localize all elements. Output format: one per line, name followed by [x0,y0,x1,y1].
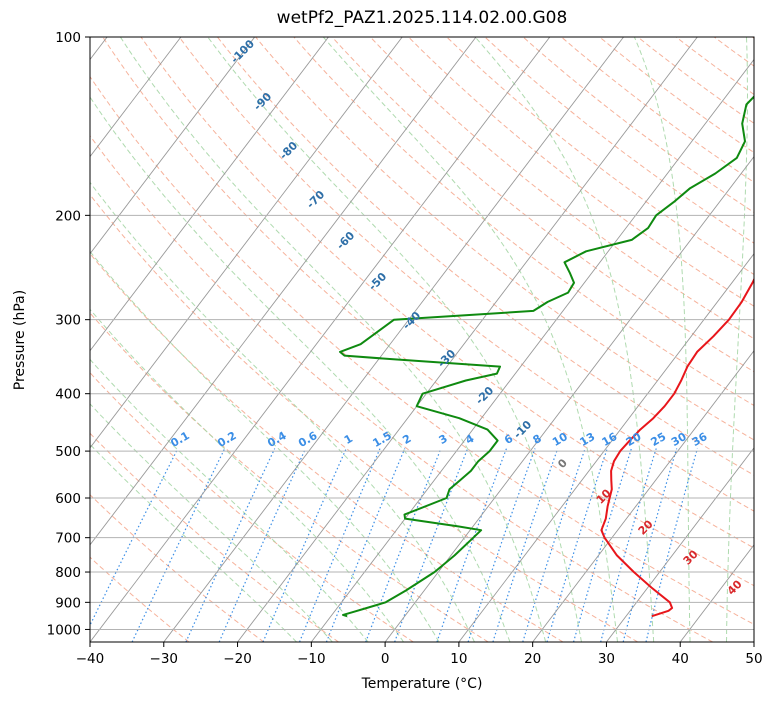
x-tick-label: 40 [672,651,689,667]
isotherm [90,37,477,546]
mixing-ratio-line [365,448,442,642]
isotherm [606,447,754,642]
y-tick-label: 800 [55,565,81,581]
temperature-profile [600,277,754,618]
x-tick-label: −30 [150,651,179,667]
dry-adiabat [293,37,754,407]
isotherm [163,37,624,642]
y-tick-label: 200 [55,208,81,224]
plot-area [90,37,754,642]
mixing-ratio-line [185,448,276,642]
dry-adiabat [102,37,754,587]
moist-adiabat [633,37,691,642]
dry-adiabat [369,37,754,340]
plot-frame [89,36,755,643]
dry-adiabat [752,37,754,39]
dry-adiabat [90,556,190,642]
x-tick-label: 50 [745,651,762,667]
dry-adiabat [90,312,489,642]
isotherm [90,37,403,449]
mixing-ratio-line [600,448,657,642]
y-tick-label: 400 [55,387,81,403]
axes: −40 −30 −20 −10 0 10 20 30 40 50 100 200 300 400 500 60… [47,30,763,667]
y-tick-label: 900 [55,595,81,611]
x-axis-label: Temperature (°C) [361,676,483,692]
moist-adiabat [90,358,369,642]
dry-adiabat [178,37,754,512]
y-tick-label: 300 [55,313,81,329]
mixing-ratio-line [325,448,406,642]
mixing-ratio-line [467,448,536,642]
isotherm [90,37,329,352]
y-tick-label: 100 [55,30,81,46]
isotherm [0,37,33,642]
isotherm [90,37,182,158]
x-tick-label: −20 [223,651,252,667]
dry-adiabat [90,494,265,642]
moist-adiabat [474,37,655,642]
mixing-ratio-line [572,448,632,642]
x-tick-label: −10 [297,651,326,667]
moist-adiabat [90,181,475,642]
dry-adiabat [331,37,754,373]
y-tick-label: 700 [55,531,81,547]
moist-adiabat [322,37,618,642]
moist-adiabat [119,37,547,642]
x-tick-label: 0 [381,651,390,667]
isotherm [237,37,698,642]
chart-title: wetPf2_PAZ1.2025.114.02.00.G08 [276,8,568,28]
moist-adiabat [90,443,297,642]
isotherm [458,252,754,642]
moist-adiabat [90,250,440,642]
x-tick-label: −40 [76,651,105,667]
y-tick-label: 1000 [47,622,81,638]
dry-adiabat [217,37,754,476]
mixing-ratio-line [436,448,508,642]
mixing-ratio-line [522,448,586,642]
dry-adiabat [90,252,564,642]
data-lines [339,95,754,618]
dry-adiabat [90,432,339,642]
dry-adiabat [90,193,639,642]
dry-adiabat [90,75,754,625]
background-lines [0,37,754,642]
isotherm [753,641,754,642]
moist-adiabat [90,403,333,642]
dewpoint-profile [339,95,754,618]
isotherm [310,58,754,642]
x-tick-label: 30 [598,651,615,667]
isotherm [532,350,754,642]
x-tick-label: 20 [524,651,541,667]
moist-adiabat [90,308,405,642]
mixing-ratio-line [299,448,381,642]
moist-adiabat [726,37,749,642]
mixing-ratio-line [622,448,678,642]
y-tick-label: 600 [55,491,81,507]
dry-adiabat [90,134,713,642]
isotherm [384,155,754,642]
moist-adiabat [207,37,582,642]
isotherm [90,37,256,255]
y-tick-label: 500 [55,444,81,460]
mixing-ratio-line [546,448,608,642]
isotherm [90,37,551,642]
x-tick-label: 10 [450,651,467,667]
mixing-ratio-line [492,448,559,642]
